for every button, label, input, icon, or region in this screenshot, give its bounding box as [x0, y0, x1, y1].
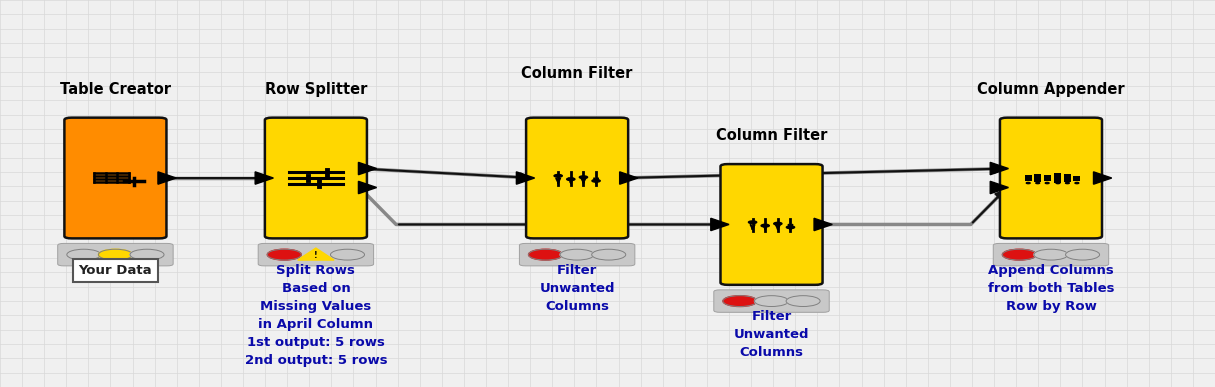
Circle shape [98, 249, 132, 260]
Polygon shape [814, 218, 832, 231]
Text: Your Data: Your Data [79, 264, 152, 277]
FancyBboxPatch shape [58, 243, 174, 266]
Circle shape [1056, 182, 1059, 184]
Text: Table Creator: Table Creator [60, 82, 171, 97]
Text: Split Rows
Based on
Missing Values
in April Column
1st output: 5 rows
2nd output: Split Rows Based on Missing Values in Ap… [244, 264, 388, 367]
Polygon shape [1094, 172, 1112, 184]
Circle shape [774, 223, 782, 225]
Circle shape [1045, 182, 1049, 184]
Polygon shape [990, 163, 1008, 175]
Polygon shape [358, 181, 377, 194]
Circle shape [786, 296, 820, 307]
Polygon shape [516, 172, 535, 184]
FancyBboxPatch shape [714, 290, 829, 312]
Circle shape [748, 221, 757, 224]
Bar [1055, 173, 1062, 183]
Circle shape [592, 249, 626, 260]
Circle shape [580, 176, 588, 178]
Circle shape [1027, 182, 1030, 184]
Circle shape [566, 178, 575, 180]
Polygon shape [711, 218, 729, 231]
Polygon shape [358, 163, 377, 175]
Text: Append Columns
from both Tables
Row by Row: Append Columns from both Tables Row by R… [988, 264, 1114, 313]
Circle shape [786, 226, 795, 229]
Text: Column Filter: Column Filter [521, 66, 633, 81]
Circle shape [723, 296, 757, 307]
Text: Row Splitter: Row Splitter [265, 82, 367, 97]
FancyBboxPatch shape [520, 243, 634, 266]
Polygon shape [990, 181, 1008, 194]
Circle shape [130, 249, 164, 260]
FancyBboxPatch shape [720, 164, 823, 285]
Circle shape [560, 249, 594, 260]
FancyBboxPatch shape [64, 118, 166, 238]
Text: !: ! [315, 250, 317, 260]
Bar [1044, 175, 1051, 181]
Bar [1024, 175, 1032, 181]
Text: Column Appender: Column Appender [977, 82, 1125, 97]
Text: Column Filter: Column Filter [716, 128, 827, 143]
Bar [1064, 175, 1070, 182]
Bar [1034, 174, 1041, 182]
FancyBboxPatch shape [994, 243, 1108, 266]
Circle shape [1036, 182, 1040, 184]
Circle shape [330, 249, 364, 260]
Circle shape [1066, 182, 1069, 184]
Bar [1073, 175, 1080, 180]
Polygon shape [255, 172, 273, 184]
FancyBboxPatch shape [1000, 118, 1102, 238]
FancyBboxPatch shape [265, 118, 367, 238]
Circle shape [67, 249, 101, 260]
Circle shape [592, 180, 600, 182]
Circle shape [529, 249, 563, 260]
Circle shape [761, 224, 769, 227]
Polygon shape [158, 172, 176, 184]
Circle shape [1034, 249, 1068, 260]
Circle shape [267, 249, 301, 260]
Circle shape [554, 175, 563, 177]
Circle shape [1002, 249, 1036, 260]
Circle shape [1075, 182, 1079, 184]
Circle shape [1066, 249, 1100, 260]
Circle shape [755, 296, 789, 307]
FancyBboxPatch shape [526, 118, 628, 238]
FancyBboxPatch shape [258, 243, 374, 266]
Text: Filter
Unwanted
Columns: Filter Unwanted Columns [539, 264, 615, 313]
Polygon shape [298, 248, 334, 260]
Text: Filter
Unwanted
Columns: Filter Unwanted Columns [734, 310, 809, 360]
Polygon shape [620, 172, 638, 184]
